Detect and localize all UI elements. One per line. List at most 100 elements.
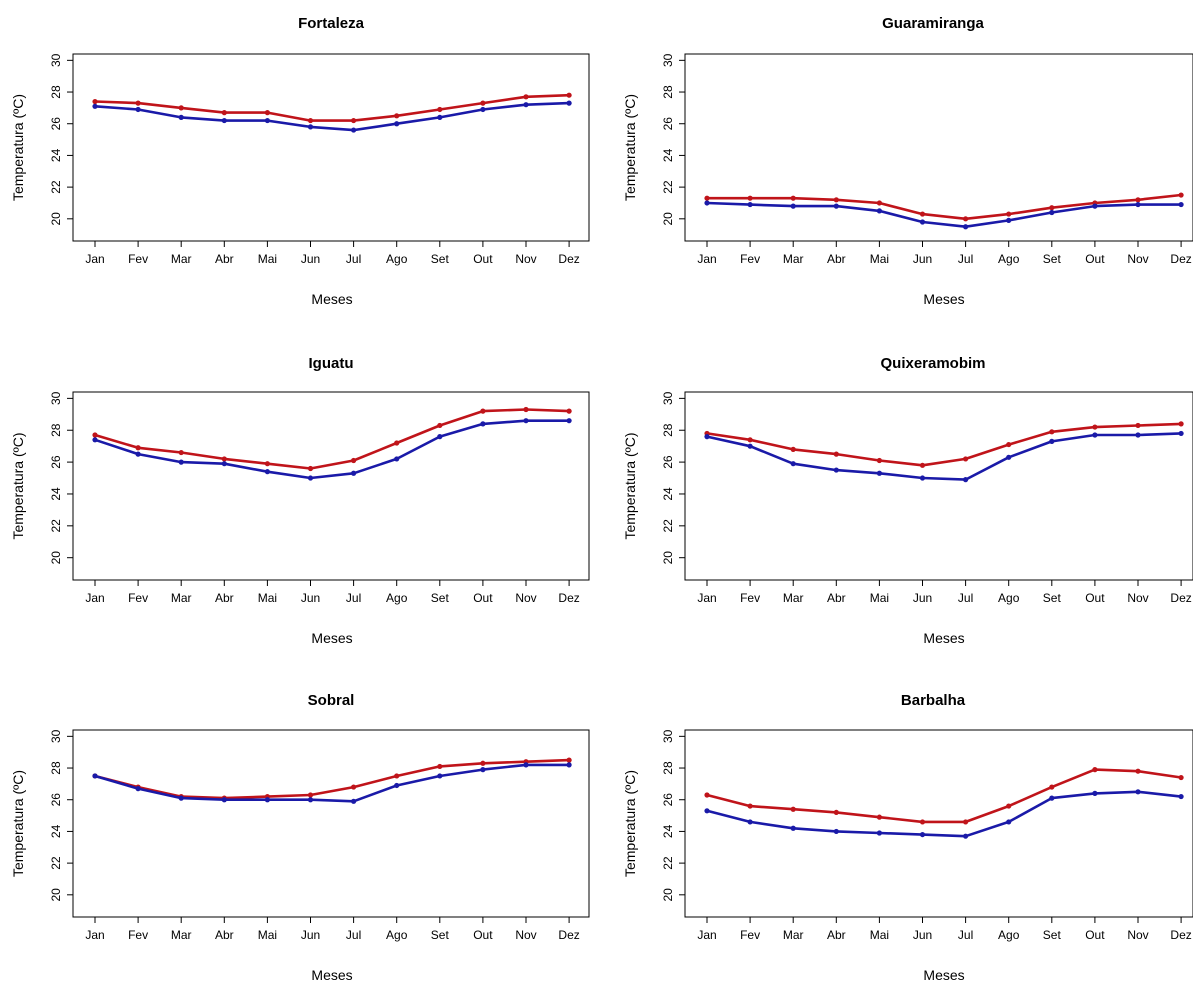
data-point bbox=[963, 477, 969, 483]
data-point bbox=[394, 773, 400, 779]
data-point bbox=[876, 830, 883, 836]
plot-frame bbox=[72, 729, 590, 918]
data-point bbox=[307, 475, 314, 481]
data-point bbox=[1178, 430, 1184, 437]
y-tick-label: 26 bbox=[661, 455, 675, 469]
x-tick-label: Out bbox=[473, 252, 493, 266]
x-tick-label: Jan bbox=[85, 928, 104, 942]
x-tick-label: Fev bbox=[128, 928, 148, 942]
series-line bbox=[94, 763, 570, 803]
x-tick-label: Fev bbox=[128, 252, 148, 266]
data-point bbox=[351, 457, 357, 464]
data-point bbox=[747, 201, 753, 208]
data-point bbox=[264, 110, 270, 116]
data-point bbox=[351, 127, 357, 133]
data-point bbox=[307, 117, 314, 124]
data-point bbox=[480, 421, 486, 427]
x-tick-label: Mar bbox=[783, 591, 804, 605]
x-tick-label: Jun bbox=[301, 591, 320, 605]
data-point bbox=[264, 797, 270, 803]
x-tick-label: Abr bbox=[827, 591, 846, 605]
x-tick-label: Jul bbox=[958, 591, 973, 605]
series-line bbox=[706, 790, 1182, 838]
chart-title: Guaramiranga bbox=[882, 15, 984, 32]
x-tick-label: Jun bbox=[913, 252, 932, 266]
data-point bbox=[523, 94, 529, 100]
series-blue bbox=[704, 430, 1184, 483]
data-point bbox=[221, 110, 227, 116]
data-point bbox=[1178, 774, 1184, 781]
y-tick-label: 22 bbox=[661, 519, 675, 533]
data-point bbox=[747, 195, 753, 201]
x-tick-label: Out bbox=[1085, 928, 1105, 942]
data-point bbox=[963, 819, 969, 825]
x-tick-label: Jan bbox=[697, 928, 716, 942]
data-point bbox=[135, 100, 141, 106]
plot-frame bbox=[72, 53, 590, 242]
data-point bbox=[1135, 197, 1141, 203]
data-point bbox=[1135, 201, 1141, 208]
series-line bbox=[707, 193, 1182, 221]
data-point bbox=[135, 451, 141, 457]
data-point bbox=[963, 456, 969, 462]
chart-panel-barbalha: Barbalha 20 22 24 26 28 30 Temperatura (ºC) Jan F… bbox=[622, 692, 1193, 982]
x-tick-label: Mai bbox=[870, 928, 889, 942]
x-tick-label: Mai bbox=[258, 928, 277, 942]
data-point bbox=[704, 792, 710, 798]
data-point bbox=[394, 113, 400, 119]
y-axis-label: Temperatura (ºC) bbox=[622, 94, 638, 201]
data-point bbox=[92, 437, 98, 443]
y-tick-label: 24 bbox=[661, 487, 675, 501]
x-tick-label: Dez bbox=[558, 928, 579, 942]
chart-panel-quixeramobim: Quixeramobim 20 22 24 26 28 30 Temperatura (ºC)… bbox=[622, 355, 1193, 646]
data-point bbox=[876, 470, 883, 476]
data-point bbox=[833, 809, 839, 816]
data-point bbox=[704, 200, 710, 206]
x-tick-label: Out bbox=[473, 591, 493, 605]
y-tick-label: 28 bbox=[49, 423, 63, 437]
data-point bbox=[178, 105, 184, 111]
y-axis-label: Temperatura (ºC) bbox=[10, 432, 26, 539]
data-point bbox=[704, 434, 710, 440]
chart-panel-iguatu: Iguatu 20 22 24 26 28 30 Temperatura (ºC) Jan Fev… bbox=[10, 355, 590, 646]
x-tick-label: Abr bbox=[827, 252, 846, 266]
chart-panel-guaramiranga: Guaramiranga 20 22 24 26 28 30 Temperatura (ºC)… bbox=[622, 15, 1193, 307]
series-blue bbox=[704, 789, 1184, 839]
data-point bbox=[919, 819, 926, 825]
y-tick-label: 30 bbox=[661, 53, 675, 67]
x-tick-label: Mar bbox=[171, 928, 192, 942]
data-point bbox=[135, 786, 141, 792]
y-tick-label: 28 bbox=[49, 85, 63, 99]
x-axis-label: Meses bbox=[923, 630, 964, 646]
data-point bbox=[833, 203, 839, 209]
y-tick-label: 22 bbox=[49, 180, 63, 194]
data-point bbox=[1006, 803, 1012, 809]
x-tick-label: Fev bbox=[740, 591, 760, 605]
y-tick-label: 24 bbox=[49, 148, 63, 162]
data-point bbox=[1092, 432, 1098, 438]
data-point bbox=[351, 117, 357, 124]
data-point bbox=[92, 103, 98, 109]
data-point bbox=[437, 434, 443, 440]
x-tick-label: Jun bbox=[913, 928, 932, 942]
data-point bbox=[876, 814, 883, 820]
x-axis-label: Meses bbox=[311, 291, 352, 307]
data-point bbox=[394, 456, 400, 462]
y-axis-label: Temperatura (ºC) bbox=[10, 770, 26, 877]
series-line bbox=[706, 768, 1182, 824]
data-point bbox=[135, 445, 141, 451]
x-axis-label: Meses bbox=[923, 291, 964, 307]
x-tick-label: Jan bbox=[85, 591, 104, 605]
plot-frame bbox=[684, 53, 1193, 242]
data-point bbox=[351, 784, 357, 790]
x-tick-label: Mai bbox=[258, 252, 277, 266]
data-point bbox=[1135, 422, 1141, 429]
data-point bbox=[876, 457, 883, 464]
y-tick-label: 30 bbox=[49, 53, 63, 67]
data-point bbox=[178, 795, 184, 801]
data-point bbox=[704, 195, 710, 201]
chart-title: Iguatu bbox=[309, 355, 354, 372]
x-tick-label: Out bbox=[1085, 591, 1105, 605]
series-blue bbox=[704, 200, 1184, 230]
data-point bbox=[704, 808, 710, 814]
